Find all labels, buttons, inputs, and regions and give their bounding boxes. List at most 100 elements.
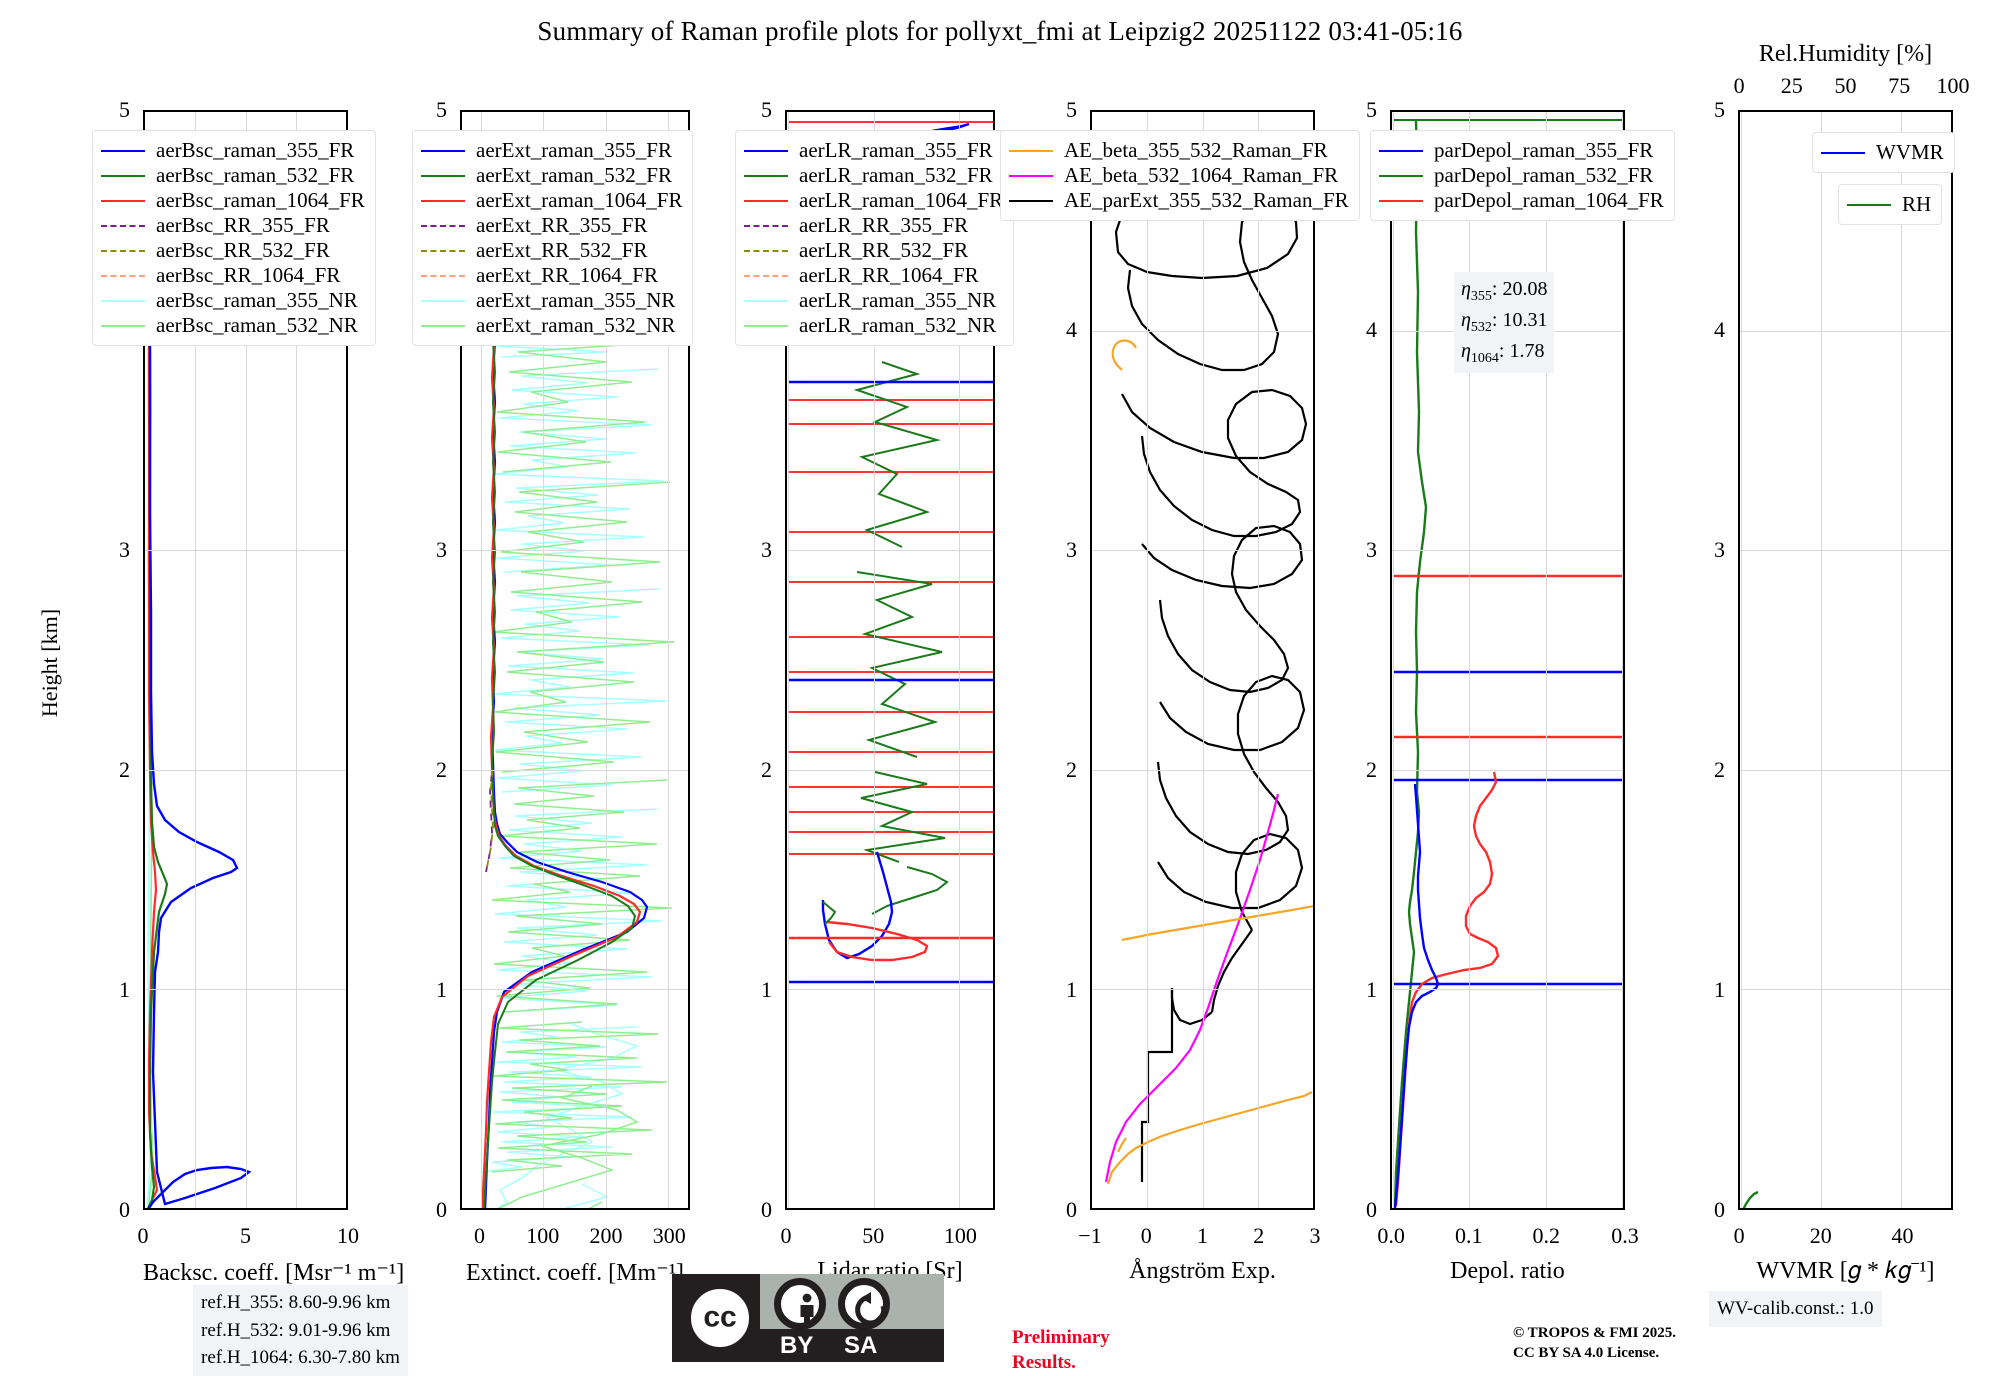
- y-tick-lr-5: 5: [761, 97, 772, 122]
- legend-item[interactable]: aerExt_raman_532_NR: [421, 313, 682, 338]
- legend-item[interactable]: aerBsc_raman_355_NR: [101, 288, 365, 313]
- x-tick-rh-3: 75: [1888, 73, 1911, 98]
- legend-swatch-line-icon: [101, 199, 145, 202]
- legend-item[interactable]: AE_beta_355_532_Raman_FR: [1009, 138, 1349, 163]
- x-tick-ae-2: 1: [1197, 1223, 1208, 1248]
- series-angstrom: [1104, 202, 1313, 1185]
- legend-item[interactable]: aerBsc_raman_1064_FR: [101, 188, 365, 213]
- legend-swatch-line-icon: [421, 324, 465, 327]
- y-tick-wv-5: 5: [1714, 97, 1725, 122]
- legend-item[interactable]: aerBsc_raman_355_FR: [101, 138, 365, 163]
- legend-extinction[interactable]: aerExt_raman_355_FR aerExt_raman_532_FR …: [412, 130, 694, 346]
- x-tick-bsc-2: 10: [337, 1223, 359, 1248]
- legend-swatch-line-icon: [744, 199, 788, 202]
- reference-heights-box: ref.H_355: 8.60-9.96 km ref.H_532: 9.01-…: [193, 1285, 408, 1376]
- legend-item[interactable]: aerBsc_RR_532_FR: [101, 238, 365, 263]
- x-tick-wv-1: 20: [1809, 1223, 1832, 1248]
- legend-item[interactable]: aerBsc_raman_532_NR: [101, 313, 365, 338]
- legend-item[interactable]: aerExt_RR_1064_FR: [421, 263, 682, 288]
- y-tick-dp-2: 2: [1366, 757, 1377, 782]
- cc-icon-text: cc: [703, 1300, 737, 1334]
- legend-backscatter[interactable]: aerBsc_raman_355_FR aerBsc_raman_532_FR …: [92, 130, 376, 346]
- legend-label: parDepol_raman_355_FR: [1434, 138, 1654, 162]
- legend-item[interactable]: parDepol_raman_355_FR: [1379, 138, 1664, 163]
- sa-label: SA: [844, 1332, 878, 1359]
- legend-item[interactable]: aerBsc_RR_1064_FR: [101, 263, 365, 288]
- by-icon: [774, 1278, 826, 1330]
- y-tick-5: 5: [119, 97, 130, 122]
- legend-item[interactable]: AE_beta_532_1064_Raman_FR: [1009, 163, 1349, 188]
- legend-swatch-dashed-line-icon: [744, 224, 788, 227]
- legend-swatch-line-icon: [101, 299, 145, 302]
- legend-swatch-line-icon: [1379, 174, 1423, 177]
- legend-item[interactable]: aerLR_RR_532_FR: [744, 238, 1003, 263]
- axis-title-angstrom: Ångström Exp.: [1129, 1258, 1276, 1284]
- y-tick-ext-3: 3: [436, 537, 447, 562]
- plot-area-depol-ratio: [1390, 110, 1625, 1210]
- legend-item[interactable]: parDepol_raman_532_FR: [1379, 163, 1664, 188]
- y-tick-ae-4: 4: [1066, 317, 1077, 342]
- axis-title-depol-ratio: Depol. ratio: [1450, 1258, 1565, 1284]
- legend-item[interactable]: parDepol_raman_1064_FR: [1379, 188, 1664, 213]
- legend-item[interactable]: aerExt_RR_355_FR: [421, 213, 682, 238]
- legend-depol-ratio[interactable]: parDepol_raman_355_FR parDepol_raman_532…: [1370, 130, 1675, 221]
- legend-item[interactable]: aerExt_raman_532_FR: [421, 163, 682, 188]
- legend-item[interactable]: aerExt_RR_532_FR: [421, 238, 682, 263]
- eta-1064-symbol: η1064:: [1461, 339, 1505, 366]
- x-tick-ae-1: 0: [1140, 1223, 1152, 1248]
- axis-title-rel-humidity: Rel.Humidity [%]: [1758, 41, 1933, 67]
- plot-area-angstrom: [1090, 110, 1315, 1210]
- legend-item[interactable]: aerExt_raman_355_NR: [421, 288, 682, 313]
- y-tick-ext-0: 0: [436, 1197, 447, 1222]
- legend-swatch-line-icon: [1009, 174, 1053, 177]
- legend-item[interactable]: WVMR: [1821, 140, 1944, 165]
- legend-item[interactable]: aerLR_raman_355_FR: [744, 138, 1003, 163]
- y-tick-ext-5: 5: [436, 97, 447, 122]
- plot-area-wvmr-rh: [1738, 110, 1953, 1210]
- legend-label: aerExt_raman_355_NR: [476, 288, 676, 312]
- sa-icon: [838, 1278, 890, 1330]
- legend-wvmr[interactable]: WVMR: [1812, 132, 1955, 173]
- legend-lidar-ratio[interactable]: aerLR_raman_355_FR aerLR_raman_532_FR ae…: [735, 130, 1015, 346]
- x-tick-dp-0: 0.0: [1377, 1223, 1405, 1248]
- x-tick-wv-0: 0: [1733, 1223, 1745, 1248]
- legend-swatch-line-icon: [1847, 203, 1891, 206]
- legend-swatch-line-icon: [1379, 149, 1423, 152]
- x-tick-rh-0: 0: [1733, 73, 1745, 98]
- legend-item[interactable]: aerBsc_RR_355_FR: [101, 213, 365, 238]
- legend-item[interactable]: aerBsc_raman_532_FR: [101, 163, 365, 188]
- legend-label: aerBsc_raman_532_FR: [156, 163, 355, 187]
- legend-swatch-line-icon: [744, 324, 788, 327]
- legend-item[interactable]: aerLR_raman_532_FR: [744, 163, 1003, 188]
- legend-swatch-dashed-line-icon: [101, 249, 145, 252]
- x-tick-rh-4: 100: [1936, 73, 1970, 98]
- legend-item[interactable]: aerLR_RR_1064_FR: [744, 263, 1003, 288]
- legend-label: aerLR_RR_1064_FR: [799, 263, 979, 287]
- x-tick-dp-2: 0.2: [1532, 1223, 1561, 1248]
- legend-item[interactable]: aerLR_raman_532_NR: [744, 313, 1003, 338]
- legend-angstrom[interactable]: AE_beta_355_532_Raman_FR AE_beta_532_106…: [1000, 130, 1360, 221]
- legend-rh[interactable]: RH: [1838, 184, 1943, 225]
- legend-item[interactable]: aerLR_raman_355_NR: [744, 288, 1003, 313]
- legend-item[interactable]: aerExt_raman_355_FR: [421, 138, 682, 163]
- legend-item[interactable]: aerLR_RR_355_FR: [744, 213, 1003, 238]
- legend-item[interactable]: RH: [1847, 192, 1931, 217]
- legend-label: parDepol_raman_532_FR: [1434, 163, 1654, 187]
- y-tick-wv-1: 1: [1714, 977, 1725, 1002]
- legend-swatch-line-icon: [101, 324, 145, 327]
- legend-label: aerLR_RR_355_FR: [799, 213, 969, 237]
- legend-item[interactable]: aerLR_raman_1064_FR: [744, 188, 1003, 213]
- y-tick-3: 3: [119, 537, 130, 562]
- legend-swatch-line-icon: [1821, 151, 1865, 154]
- legend-item[interactable]: aerExt_raman_1064_FR: [421, 188, 682, 213]
- legend-label: aerLR_RR_532_FR: [799, 238, 969, 262]
- legend-label: aerLR_raman_1064_FR: [799, 188, 1004, 212]
- x-tick-lr-0: 0: [780, 1223, 792, 1248]
- legend-item[interactable]: AE_parExt_355_532_Raman_FR: [1009, 188, 1349, 213]
- legend-label: aerLR_raman_532_NR: [799, 313, 997, 337]
- y-tick-dp-3: 3: [1366, 537, 1377, 562]
- legend-label: aerBsc_RR_355_FR: [156, 213, 330, 237]
- series-depol-ratio: [1393, 119, 1623, 1208]
- y-tick-wv-0: 0: [1714, 1197, 1725, 1222]
- legend-label: aerExt_raman_532_NR: [476, 313, 676, 337]
